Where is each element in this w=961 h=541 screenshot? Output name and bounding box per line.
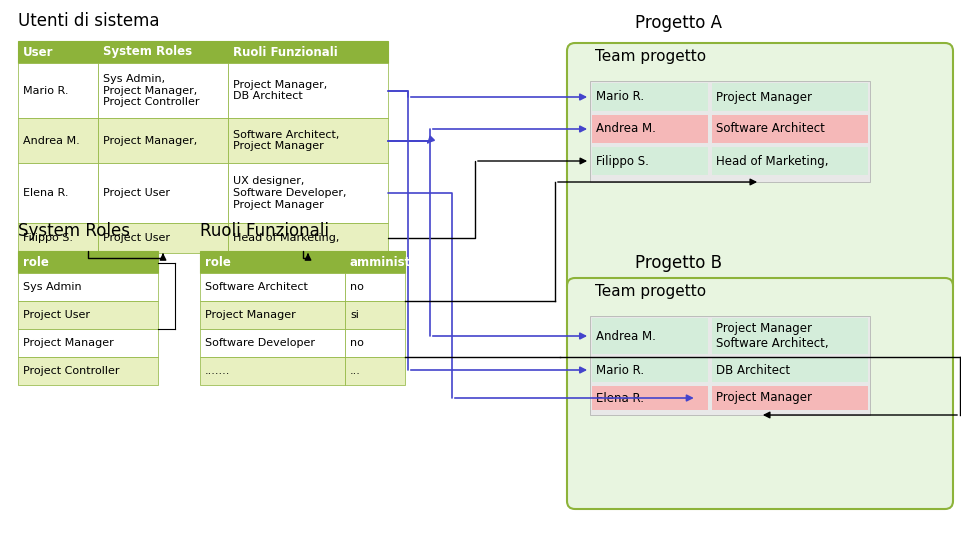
FancyBboxPatch shape <box>345 357 405 385</box>
Text: Andrea M.: Andrea M. <box>596 122 655 135</box>
FancyBboxPatch shape <box>18 301 158 329</box>
Text: User: User <box>23 45 54 58</box>
FancyBboxPatch shape <box>712 147 868 175</box>
Text: Head of Marketing,: Head of Marketing, <box>233 233 339 243</box>
Text: Mario R.: Mario R. <box>23 85 68 96</box>
FancyBboxPatch shape <box>200 273 345 301</box>
FancyBboxPatch shape <box>18 273 158 301</box>
Text: Project Manager: Project Manager <box>205 310 296 320</box>
Text: Andrea M.: Andrea M. <box>23 135 80 146</box>
FancyBboxPatch shape <box>18 329 158 357</box>
Text: Filippo S.: Filippo S. <box>23 233 73 243</box>
Text: Project Controller: Project Controller <box>23 366 119 376</box>
FancyBboxPatch shape <box>98 223 228 253</box>
FancyBboxPatch shape <box>590 81 870 182</box>
FancyBboxPatch shape <box>345 251 405 273</box>
Text: Software Architect: Software Architect <box>205 282 308 292</box>
FancyBboxPatch shape <box>18 41 98 63</box>
Text: System Roles: System Roles <box>18 222 130 240</box>
FancyBboxPatch shape <box>712 386 868 410</box>
Text: Project Manager,
DB Architect: Project Manager, DB Architect <box>233 80 328 101</box>
FancyBboxPatch shape <box>345 301 405 329</box>
Text: Software Architect,
Project Manager: Software Architect, Project Manager <box>233 130 339 151</box>
Text: Ruoli Funzionali: Ruoli Funzionali <box>233 45 337 58</box>
Text: Progetto A: Progetto A <box>635 14 722 32</box>
FancyBboxPatch shape <box>567 278 953 509</box>
FancyBboxPatch shape <box>345 329 405 357</box>
Text: Software Architect: Software Architect <box>716 122 825 135</box>
FancyBboxPatch shape <box>592 147 708 175</box>
Text: Elena R.: Elena R. <box>596 392 644 405</box>
Text: Elena R.: Elena R. <box>23 188 68 198</box>
Text: Sys Admin: Sys Admin <box>23 282 82 292</box>
Text: Team progetto: Team progetto <box>595 284 706 299</box>
FancyBboxPatch shape <box>18 223 98 253</box>
Text: UX designer,
Software Developer,
Project Manager: UX designer, Software Developer, Project… <box>233 176 347 209</box>
Text: Andrea M.: Andrea M. <box>596 329 655 342</box>
Text: Ruoli Funzionali: Ruoli Funzionali <box>200 222 329 240</box>
Text: si: si <box>350 310 358 320</box>
Text: Project Manager: Project Manager <box>716 90 812 103</box>
FancyBboxPatch shape <box>200 357 345 385</box>
FancyBboxPatch shape <box>712 83 868 111</box>
Text: amministra: amministra <box>350 255 425 268</box>
Text: ...: ... <box>350 366 361 376</box>
Text: Project User: Project User <box>103 233 170 243</box>
FancyBboxPatch shape <box>228 223 388 253</box>
FancyBboxPatch shape <box>590 316 870 415</box>
Text: DB Architect: DB Architect <box>716 364 790 377</box>
FancyBboxPatch shape <box>200 251 345 273</box>
Text: role: role <box>23 255 49 268</box>
Text: role: role <box>205 255 231 268</box>
FancyBboxPatch shape <box>98 41 228 63</box>
Text: .......: ....... <box>205 366 231 376</box>
FancyBboxPatch shape <box>18 63 98 118</box>
Text: Head of Marketing,: Head of Marketing, <box>716 155 828 168</box>
FancyBboxPatch shape <box>18 251 158 273</box>
Text: Project User: Project User <box>103 188 170 198</box>
Text: Project Manager
Software Architect,: Project Manager Software Architect, <box>716 322 828 350</box>
FancyBboxPatch shape <box>98 118 228 163</box>
Text: Mario R.: Mario R. <box>596 364 644 377</box>
FancyBboxPatch shape <box>592 318 708 354</box>
FancyBboxPatch shape <box>567 43 953 294</box>
Text: Software Developer: Software Developer <box>205 338 315 348</box>
FancyBboxPatch shape <box>228 63 388 118</box>
FancyBboxPatch shape <box>228 41 388 63</box>
FancyBboxPatch shape <box>228 163 388 223</box>
Text: Project User: Project User <box>23 310 90 320</box>
FancyBboxPatch shape <box>18 118 98 163</box>
FancyBboxPatch shape <box>200 301 345 329</box>
FancyBboxPatch shape <box>592 83 708 111</box>
FancyBboxPatch shape <box>18 163 98 223</box>
Text: no: no <box>350 338 364 348</box>
Text: Project Manager: Project Manager <box>716 392 812 405</box>
FancyBboxPatch shape <box>592 386 708 410</box>
FancyBboxPatch shape <box>592 115 708 143</box>
FancyBboxPatch shape <box>592 358 708 382</box>
FancyBboxPatch shape <box>712 318 868 354</box>
Text: Project Manager,: Project Manager, <box>103 135 197 146</box>
Text: no: no <box>350 282 364 292</box>
Text: Mario R.: Mario R. <box>596 90 644 103</box>
Text: Progetto B: Progetto B <box>635 254 722 272</box>
Text: System Roles: System Roles <box>103 45 192 58</box>
FancyBboxPatch shape <box>345 273 405 301</box>
FancyBboxPatch shape <box>98 163 228 223</box>
Text: Team progetto: Team progetto <box>595 49 706 64</box>
FancyBboxPatch shape <box>712 358 868 382</box>
FancyBboxPatch shape <box>98 63 228 118</box>
FancyBboxPatch shape <box>712 115 868 143</box>
Text: Sys Admin,
Project Manager,
Project Controller: Sys Admin, Project Manager, Project Cont… <box>103 74 200 107</box>
FancyBboxPatch shape <box>18 357 158 385</box>
FancyBboxPatch shape <box>200 329 345 357</box>
Text: Utenti di sistema: Utenti di sistema <box>18 12 160 30</box>
Text: Project Manager: Project Manager <box>23 338 113 348</box>
Text: Filippo S.: Filippo S. <box>596 155 649 168</box>
FancyBboxPatch shape <box>228 118 388 163</box>
